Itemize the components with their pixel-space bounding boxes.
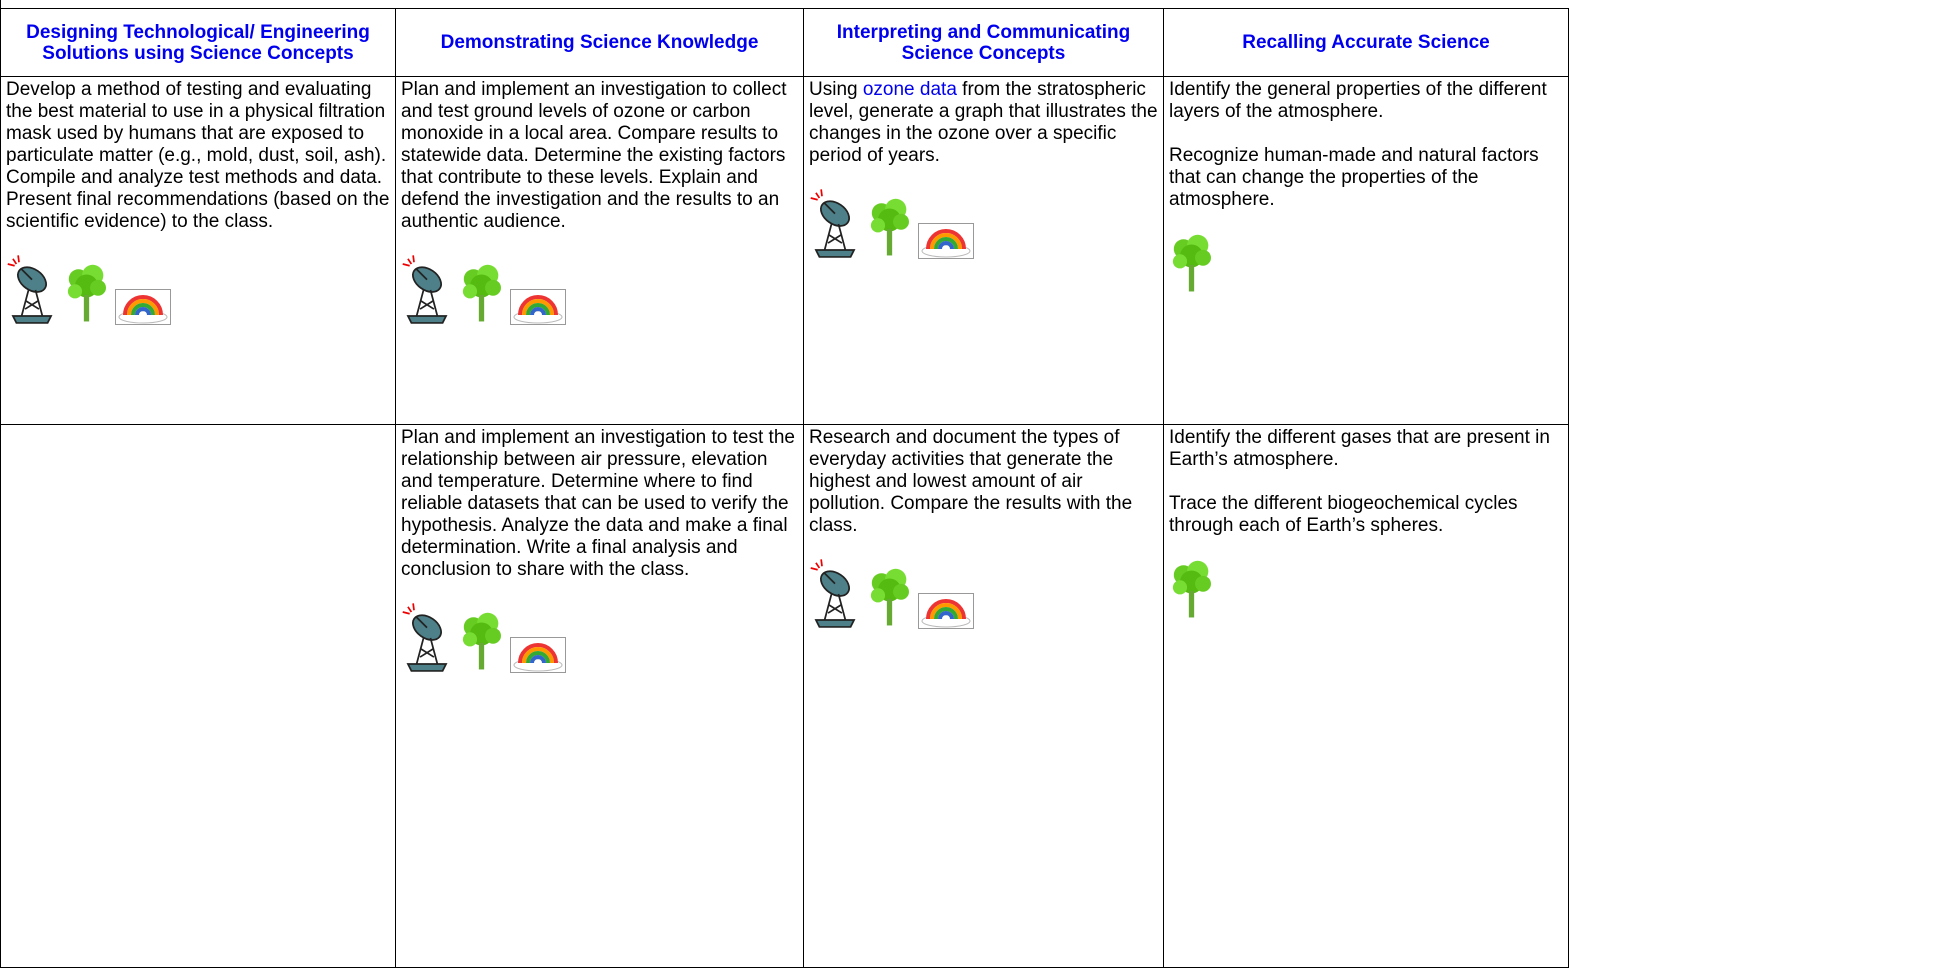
gauge-icon: [918, 593, 974, 629]
row: Develop a method of testing and evaluati…: [0, 76, 1569, 425]
row: Plan and implement an investigation to t…: [0, 424, 1569, 968]
column-header: Interpreting and Communicating Science C…: [803, 8, 1164, 77]
cell-text: Trace the different biogeochemical cycle…: [1169, 493, 1518, 536]
standards-table: Designing Technological/ Engineering Sol…: [0, 8, 1569, 968]
cell: Using ozone data from the stratospheric …: [803, 76, 1164, 425]
cell-text: Plan and implement an investigation to t…: [401, 427, 795, 580]
cell-text: Identify the different gases that are pr…: [1169, 427, 1550, 470]
column-header: Designing Technological/ Engineering Sol…: [0, 8, 396, 77]
tree-icon: [1169, 559, 1214, 621]
cell-text: Develop a method of testing and evaluati…: [6, 79, 390, 232]
link[interactable]: ozone data: [862, 79, 957, 100]
icons: [401, 603, 798, 673]
icons: [809, 559, 1158, 629]
header-row: Designing Technological/ Engineering Sol…: [0, 8, 1569, 77]
cell: Identify the general properties of the d…: [1163, 76, 1569, 425]
border: [0, 0, 1, 9]
column-header: Demonstrating Science Knowledge: [395, 8, 804, 77]
gauge-icon: [510, 637, 566, 673]
tree-icon: [459, 611, 504, 673]
cell-text: Using ozone data from the stratospheric …: [809, 79, 1158, 167]
dish-icon: [809, 189, 861, 259]
gauge-icon: [918, 223, 974, 259]
icons: [401, 255, 798, 325]
cell: Plan and implement an investigation to c…: [395, 76, 804, 425]
cell: [0, 424, 396, 968]
tree-icon: [867, 567, 912, 629]
dish-icon: [6, 255, 58, 325]
gauge-icon: [510, 289, 566, 325]
tree-icon: [459, 263, 504, 325]
cell-text: Research and document the types of every…: [809, 427, 1133, 536]
dish-icon: [809, 559, 861, 629]
text: from the stratospheric level, generate a…: [809, 79, 1158, 166]
dish-icon: [401, 603, 453, 673]
text: Using: [809, 79, 858, 100]
gauge-icon: [115, 289, 171, 325]
tree-icon: [64, 263, 109, 325]
dish-icon: [401, 255, 453, 325]
icons: [809, 189, 1158, 259]
icons: [1169, 233, 1563, 295]
cell-text: Identify the general properties of the d…: [1169, 79, 1547, 122]
icons: [1169, 559, 1563, 621]
cell-text: Plan and implement an investigation to c…: [401, 79, 787, 232]
cell: Develop a method of testing and evaluati…: [0, 76, 396, 425]
cell-text: Recognize human-made and natural factors…: [1169, 145, 1539, 210]
cell: Research and document the types of every…: [803, 424, 1164, 968]
cell: Identify the different gases that are pr…: [1163, 424, 1569, 968]
icons: [6, 255, 390, 325]
column-header: Recalling Accurate Science: [1163, 8, 1569, 77]
tree-icon: [1169, 233, 1214, 295]
cell: Plan and implement an investigation to t…: [395, 424, 804, 968]
tree-icon: [867, 197, 912, 259]
